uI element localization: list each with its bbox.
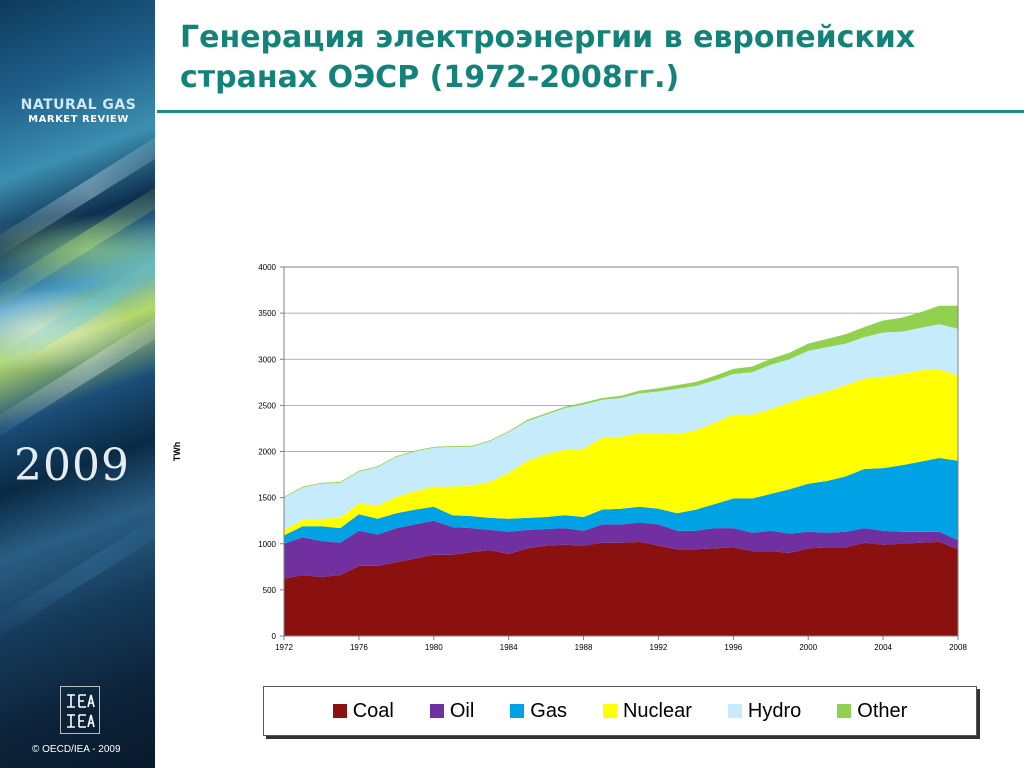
series-area-oil: [284, 520, 958, 579]
legend-swatch: [602, 704, 617, 718]
legend-label: Coal: [352, 699, 394, 722]
y-tick-label: 2000: [258, 448, 276, 457]
slide-title-line-2: странах ОЭСР (1972-2008гг.): [180, 60, 680, 95]
legend-item-hydro: Hydro: [727, 699, 802, 723]
x-tick-label: 1984: [500, 643, 518, 652]
decorative-sidebar: NATURAL GAS MARKET REVIEW 2009 © OECD/IE…: [0, 0, 157, 768]
legend-swatch: [837, 704, 852, 718]
x-tick-label: 1992: [650, 643, 668, 652]
title-divider: [157, 110, 1024, 113]
legend-swatch: [727, 704, 742, 718]
x-tick-label: 2004: [874, 643, 892, 652]
series-area-coal: [284, 541, 958, 636]
series-area-nuclear: [284, 369, 958, 536]
legend-swatch: [429, 704, 444, 718]
legend-label: Hydro: [747, 699, 802, 722]
legend-label: Other: [857, 699, 908, 722]
legend-label: Gas: [530, 699, 567, 722]
sidebar-divider: [155, 0, 157, 768]
legend-label: Oil: [449, 699, 475, 722]
y-tick-label: 1000: [258, 540, 276, 549]
slide-title: Генерация электроэнергии в европейских с…: [180, 18, 1020, 98]
x-tick-label: 2008: [949, 643, 967, 652]
light-streak: [0, 492, 157, 646]
brand-line-2: MARKET REVIEW: [28, 114, 129, 125]
report-year: 2009: [14, 440, 130, 491]
y-tick-label: 2500: [258, 401, 276, 410]
legend-item-oil: Oil: [429, 699, 475, 723]
legend-item-gas: Gas: [510, 700, 567, 723]
y-tick-label: 0: [272, 632, 277, 641]
iea-logo: [60, 686, 100, 734]
legend-swatch: [510, 704, 525, 718]
chart-canvas: 0 500 1000 1500 2000 2500 3000 3500 4000 1972 1976…: [172, 263, 967, 652]
y-axis-label: TWh: [172, 442, 182, 462]
x-tick-label: 1972: [275, 643, 293, 652]
legend-item-other: Other: [837, 700, 907, 723]
y-tick-label: 500: [263, 586, 277, 595]
x-tick-label: 1980: [425, 643, 443, 652]
series-area-gas: [284, 458, 958, 544]
copyright-notice: © OECD/IEA - 2009: [32, 744, 121, 755]
chart-legend: Coal Oil Gas Nuclear Hydro Other: [263, 686, 977, 736]
y-tick-label: 4000: [258, 263, 276, 272]
slide-title-line-1: Генерация электроэнергии в европейских: [180, 20, 916, 55]
brand-line-1: NATURAL GAS: [20, 97, 137, 113]
series-area-hydro: [284, 324, 958, 530]
legend-swatch: [332, 704, 347, 718]
iea-logo-icon: [67, 694, 95, 728]
x-tick-label: 1996: [724, 643, 742, 652]
legend-label: Nuclear: [622, 699, 692, 722]
x-tick-label: 1988: [575, 643, 593, 652]
stacked-area-chart: 0 500 1000 1500 2000 2500 3000 3500 4000 1972 1976…: [170, 255, 970, 660]
x-tick-label: 2000: [799, 643, 817, 652]
x-tick-label: 1976: [350, 643, 368, 652]
y-tick-label: 1500: [258, 494, 276, 503]
brand-logo-text: NATURAL GAS MARKET REVIEW: [0, 97, 157, 126]
series-area-other: [284, 305, 958, 498]
y-tick-label: 3500: [258, 309, 276, 318]
y-tick-label: 3000: [258, 355, 276, 364]
legend-item-nuclear: Nuclear: [602, 699, 692, 723]
legend-item-coal: Coal: [332, 699, 394, 723]
